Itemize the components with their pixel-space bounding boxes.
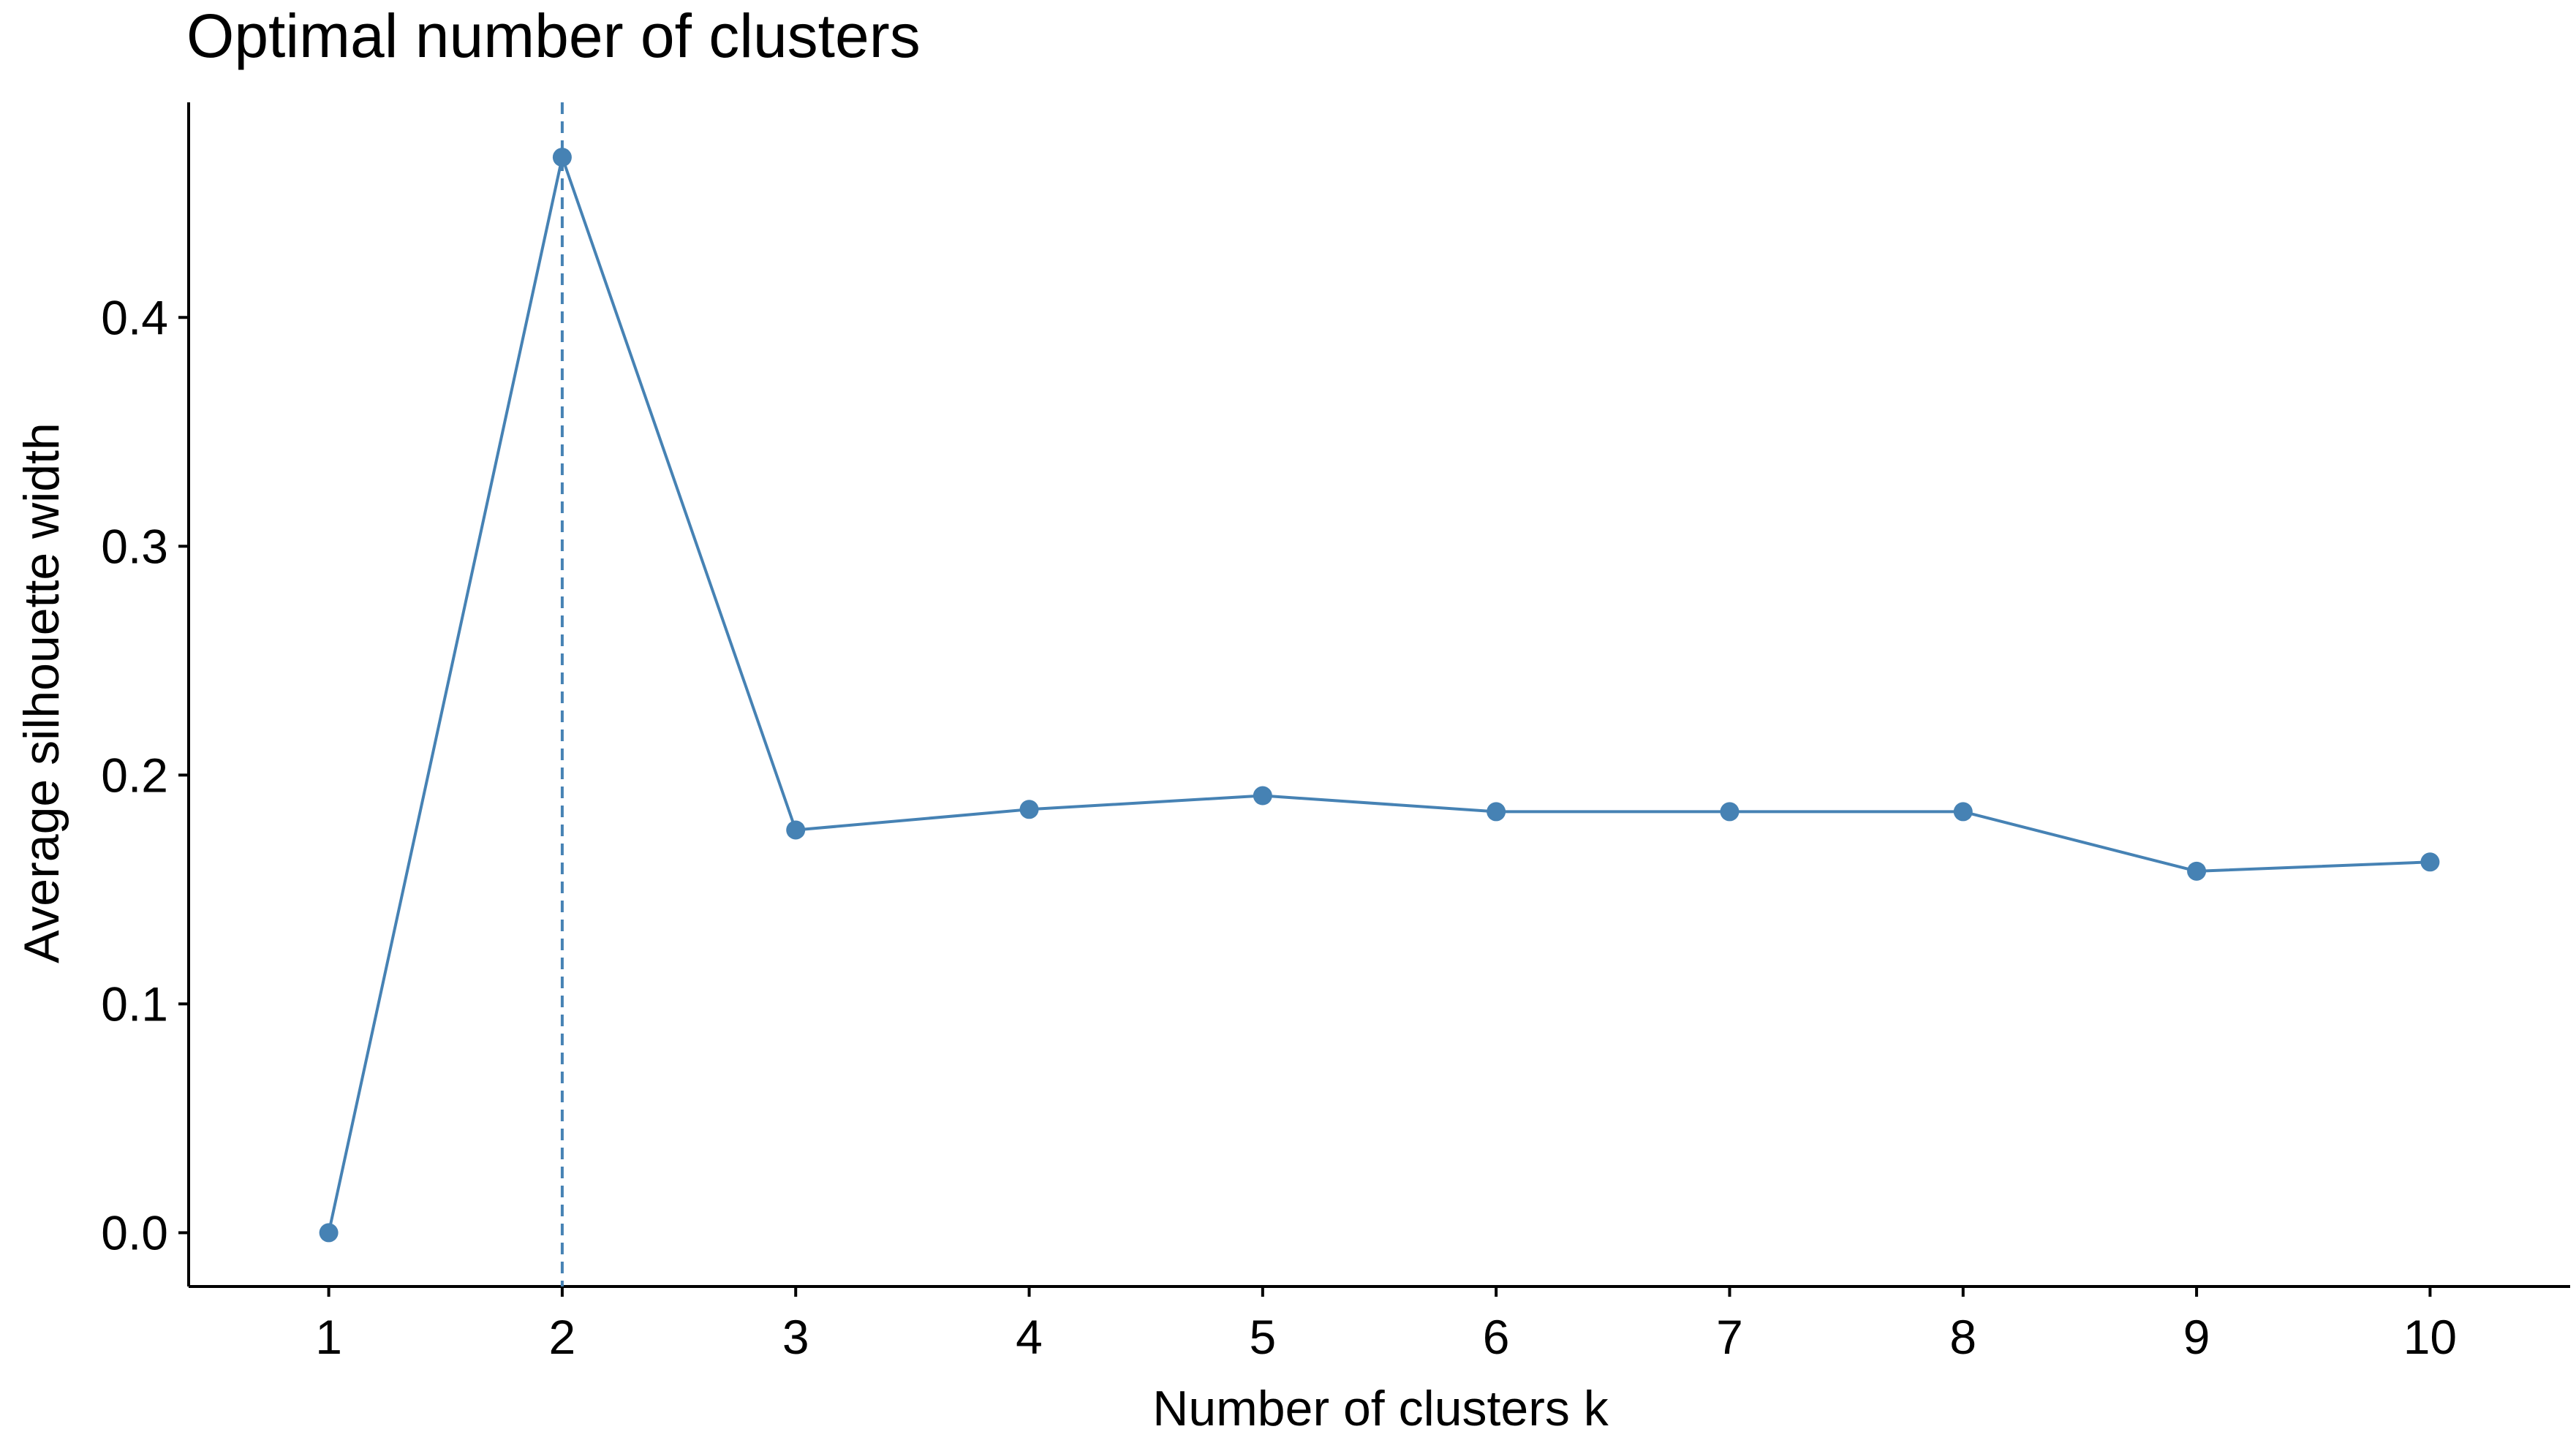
data-point bbox=[1953, 802, 1973, 822]
y-axis-ticks: 0.0 0.1 0.2 0.3 0.4 bbox=[101, 290, 189, 1259]
data-point bbox=[2420, 852, 2440, 872]
x-tick-label: 2 bbox=[549, 1310, 576, 1364]
x-tick-label: 6 bbox=[1483, 1310, 1510, 1364]
data-point bbox=[1487, 802, 1506, 822]
chart-title: Optimal number of clusters bbox=[186, 1, 921, 70]
x-tick-label: 10 bbox=[2403, 1310, 2457, 1364]
x-tick-label: 9 bbox=[2183, 1310, 2210, 1364]
y-tick-label: 0.1 bbox=[101, 977, 168, 1031]
data-point bbox=[1720, 802, 1740, 822]
y-tick-label: 0.3 bbox=[101, 519, 168, 573]
x-tick-label: 3 bbox=[782, 1310, 809, 1364]
data-point bbox=[2187, 861, 2207, 881]
x-axis-label: Number of clusters k bbox=[1152, 1381, 1609, 1436]
y-tick-label: 0.2 bbox=[101, 748, 168, 802]
y-tick-label: 0.0 bbox=[101, 1205, 168, 1259]
y-axis-label: Average silhouette width bbox=[14, 422, 69, 963]
x-tick-label: 4 bbox=[1016, 1310, 1043, 1364]
x-tick-label: 8 bbox=[1949, 1310, 1976, 1364]
data-point bbox=[1019, 800, 1039, 819]
x-tick-label: 1 bbox=[315, 1310, 342, 1364]
series-line bbox=[327, 156, 2430, 1233]
data-point bbox=[319, 1223, 339, 1243]
x-tick-label: 7 bbox=[1716, 1310, 1743, 1364]
data-point bbox=[1253, 786, 1272, 806]
axes bbox=[187, 102, 2570, 1288]
x-tick-label: 5 bbox=[1249, 1310, 1276, 1364]
series bbox=[319, 148, 2440, 1243]
data-point bbox=[552, 148, 572, 167]
y-tick-label: 0.4 bbox=[101, 290, 168, 344]
x-axis-ticks: 1 2 3 4 5 6 7 8 9 10 bbox=[315, 1286, 2457, 1364]
data-point bbox=[786, 820, 806, 840]
